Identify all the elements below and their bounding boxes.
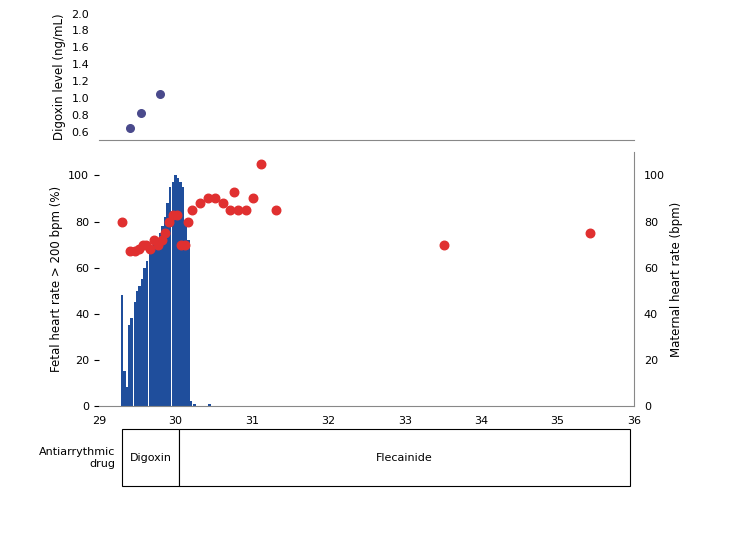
Bar: [172, 183, 174, 406]
Point: [255, 160, 267, 168]
Bar: [182, 187, 185, 406]
Point: [129, 247, 141, 256]
Point: [124, 247, 136, 256]
Point: [160, 229, 172, 238]
Text: Antiarrythmic
drug: Antiarrythmic drug: [40, 447, 116, 469]
Point: [202, 194, 213, 203]
Text: Flecainide: Flecainide: [376, 453, 433, 463]
Bar: [146, 261, 149, 406]
Point: [156, 235, 168, 244]
Point: [232, 206, 244, 214]
Point: [270, 206, 282, 214]
Point: [179, 240, 191, 249]
Bar: [153, 245, 156, 406]
Point: [186, 206, 198, 214]
Point: [194, 199, 206, 207]
Point: [163, 217, 175, 226]
Bar: [180, 183, 182, 406]
Bar: [141, 279, 144, 406]
Point: [148, 235, 160, 244]
Text: Digoxin: Digoxin: [130, 453, 172, 463]
Bar: [120, 295, 123, 406]
Bar: [161, 226, 163, 406]
Point: [167, 210, 179, 219]
Bar: [187, 240, 190, 406]
Point: [229, 187, 240, 196]
Point: [183, 217, 194, 226]
Point: [144, 245, 156, 253]
Bar: [128, 325, 131, 406]
Bar: [174, 176, 177, 406]
Bar: [208, 403, 211, 406]
Point: [171, 210, 183, 219]
Bar: [126, 388, 128, 406]
Point: [116, 217, 128, 226]
Point: [135, 109, 147, 118]
Point: [133, 245, 144, 253]
Bar: [151, 249, 154, 406]
X-axis label: Gestation week: Gestation week: [317, 433, 416, 446]
Bar: [177, 178, 179, 406]
Point: [152, 240, 163, 249]
Point: [438, 240, 450, 249]
Bar: [122, 429, 180, 487]
Point: [136, 240, 148, 249]
Bar: [144, 268, 146, 406]
Bar: [164, 217, 167, 406]
Y-axis label: Fetal heart rate > 200 bpm (%): Fetal heart rate > 200 bpm (%): [50, 186, 63, 372]
Y-axis label: Digoxin level (ng/mL): Digoxin level (ng/mL): [53, 14, 66, 140]
Bar: [130, 318, 133, 406]
Point: [154, 90, 166, 98]
Bar: [180, 429, 630, 487]
Bar: [159, 233, 161, 406]
Bar: [138, 286, 141, 406]
Point: [248, 194, 259, 203]
Point: [584, 229, 596, 238]
Bar: [149, 252, 152, 406]
Bar: [194, 403, 196, 406]
Y-axis label: Maternal heart rate (bpm): Maternal heart rate (bpm): [670, 201, 683, 357]
Point: [210, 194, 221, 203]
Bar: [169, 187, 172, 406]
Point: [217, 199, 229, 207]
Bar: [184, 221, 187, 406]
Bar: [123, 372, 125, 406]
Point: [124, 123, 136, 132]
Point: [240, 206, 251, 214]
Bar: [156, 240, 159, 406]
Bar: [133, 302, 136, 406]
Bar: [136, 291, 139, 406]
Bar: [166, 203, 169, 406]
Point: [224, 206, 236, 214]
Point: [141, 240, 152, 249]
Point: [175, 240, 187, 249]
Bar: [189, 401, 192, 406]
